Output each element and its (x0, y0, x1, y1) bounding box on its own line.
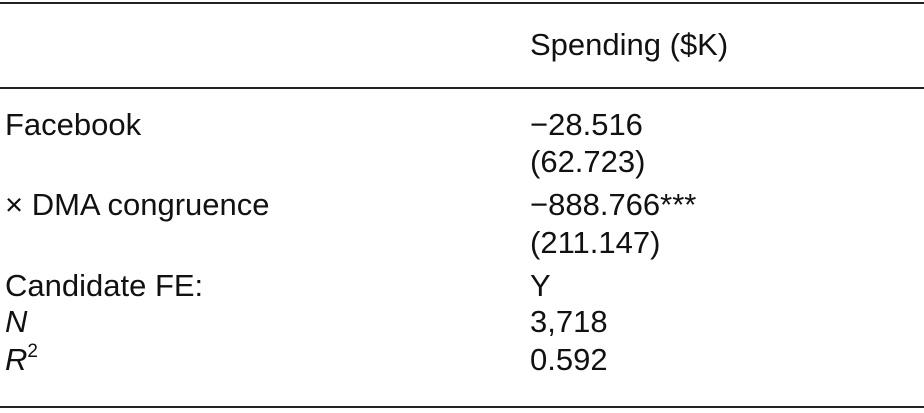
r-symbol: R (5, 342, 28, 377)
top-rule (0, 2, 924, 4)
row-label: R2 (5, 342, 38, 378)
row-label: × DMA congruence (5, 187, 270, 222)
superscript: 2 (27, 341, 38, 362)
row-label: Candidate FE: (5, 268, 204, 303)
r-squared: 0.592 (530, 342, 608, 377)
row-label: N (5, 304, 28, 339)
standard-error: (211.147) (530, 225, 661, 260)
standard-error: (62.723) (530, 144, 646, 179)
row-label: Facebook (5, 107, 142, 142)
coefficient: −28.516 (530, 107, 643, 142)
coefficient: −888.766*** (530, 187, 697, 222)
mid-rule (0, 87, 924, 89)
observations: 3,718 (530, 304, 608, 339)
fixed-effects: Y (530, 268, 551, 303)
column-header: Spending ($K) (530, 27, 729, 62)
bottom-rule (0, 406, 924, 408)
